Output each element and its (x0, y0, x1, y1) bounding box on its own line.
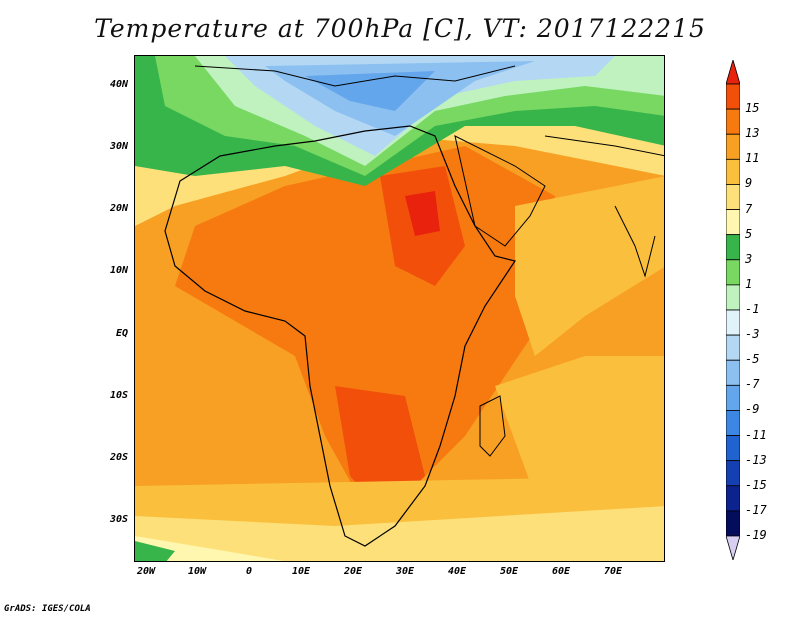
lon-label-30e: 30E (395, 566, 415, 577)
lat-label-10s: 10S (109, 390, 128, 401)
lat-label-20n: 20N (109, 203, 128, 214)
lat-label-40n: 40N (109, 79, 128, 90)
temperature-map (134, 55, 665, 562)
lon-label-70e: 70E (603, 566, 623, 577)
colorbar-swatch (726, 460, 740, 487)
colorbar-label: -19 (745, 528, 767, 542)
lon-label-0: 0 (245, 566, 253, 577)
field-5-7-south (135, 506, 664, 561)
lon-label-40e: 40E (447, 566, 467, 577)
lon-label-10e: 10E (291, 566, 311, 577)
lat-label-30n: 30N (109, 141, 128, 152)
colorbar-label: -17 (745, 502, 767, 517)
colorbar-swatch (726, 259, 740, 286)
lon-label-50e: 50E (499, 566, 519, 577)
colorbar-swatch (726, 133, 740, 160)
colorbar-label: -1 (745, 302, 760, 316)
colorbar-label: -9 (745, 402, 760, 417)
colorbar-label: 9 (745, 176, 753, 191)
colorbar (726, 60, 740, 560)
colorbar-label: -13 (745, 452, 767, 467)
map-fields (135, 56, 664, 561)
colorbar-label: -3 (745, 327, 760, 342)
colorbar-swatch (726, 83, 740, 110)
colorbar-swatch (726, 334, 740, 361)
africa-coastline (164, 125, 516, 547)
field-7-9-southeast (495, 356, 664, 496)
colorbar-swatch (726, 359, 740, 386)
colorbar-swatch (726, 284, 740, 311)
colorbar-swatch (726, 108, 740, 135)
asia-coast (544, 135, 664, 157)
colorbar-label: -15 (745, 477, 767, 492)
lat-label-30s: 30S (109, 514, 128, 525)
field-7-9-east (515, 176, 664, 356)
lat-label-eq: EQ (115, 328, 128, 339)
colorbar-label: 13 (745, 126, 760, 141)
arabia-outline (454, 135, 546, 247)
lon-label-60e: 60E (551, 566, 571, 577)
field-3-5-sw (135, 536, 284, 561)
lat-label-20s: 20S (109, 452, 128, 463)
field-1-3-sw (135, 541, 175, 561)
lat-label-10n: 10N (109, 265, 128, 276)
lon-label-20e: 20E (343, 566, 363, 577)
colorbar-swatch (726, 209, 740, 236)
colorbar-swatch (726, 234, 740, 261)
colorbar-top-arrow (726, 60, 740, 85)
field-15-plus (405, 191, 440, 236)
colorbar-label: -5 (745, 352, 760, 367)
colorbar-label: 7 (745, 201, 753, 216)
field-neg9-neg7 (305, 71, 435, 111)
colorbar-swatch (726, 184, 740, 210)
colorbar-label: 5 (745, 226, 753, 241)
colorbar-swatch (726, 158, 740, 185)
colorbar-label: -11 (745, 427, 767, 442)
map-title: Temperature at 700hPa [C], VT: 201712221… (94, 14, 706, 43)
lon-label-20w: 20W (136, 566, 156, 577)
colorbar-swatch (726, 510, 740, 537)
india-outline (614, 205, 656, 278)
colorbar-label: -7 (745, 377, 760, 392)
credit-text: GrADS: IGES/COLA (4, 604, 91, 614)
colorbar-label: 11 (745, 151, 760, 166)
lon-label-10w: 10W (187, 566, 207, 577)
colorbar-swatch (726, 384, 740, 411)
colorbar-swatch (726, 435, 740, 462)
colorbar-swatch (726, 485, 740, 512)
colorbar-label: 15 (745, 101, 760, 116)
madagascar-outline (479, 395, 506, 457)
colorbar-label: 1 (745, 276, 753, 291)
colorbar-swatch (726, 309, 740, 336)
colorbar-swatch (726, 410, 740, 436)
colorbar-bottom-arrow (726, 535, 740, 560)
europe-coast (194, 65, 516, 87)
colorbar-label: 3 (745, 251, 753, 266)
